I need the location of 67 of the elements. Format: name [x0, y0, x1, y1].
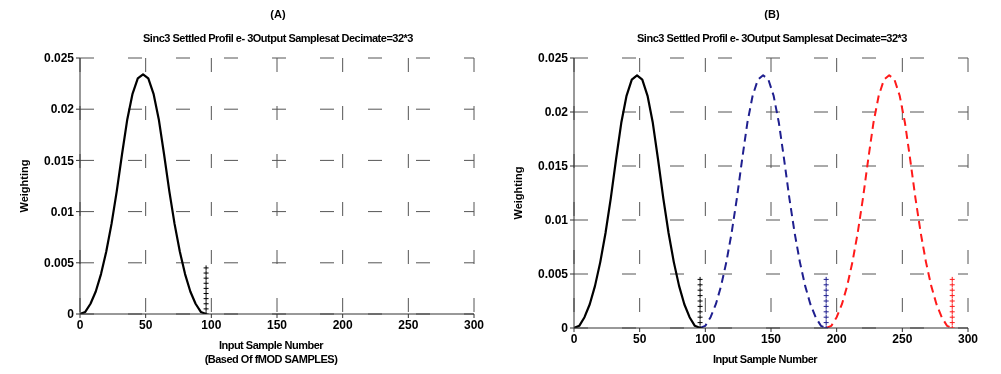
- x-tick-label: 250: [892, 331, 913, 346]
- y-axis-title: Weighting: [511, 166, 524, 220]
- point: [203, 295, 210, 302]
- x-tick-label: 100: [695, 331, 716, 346]
- x-tick-label: 300: [463, 317, 485, 332]
- point: [203, 285, 210, 292]
- point: [823, 308, 830, 315]
- y-tick-label: 0.01: [544, 213, 569, 228]
- point: [949, 303, 956, 310]
- point: [697, 308, 704, 315]
- point: [823, 281, 830, 288]
- y-tick-label: 0.02: [544, 105, 569, 120]
- point: [949, 281, 956, 288]
- point: [203, 305, 210, 312]
- point: [823, 319, 830, 326]
- point: [203, 275, 210, 282]
- point: [203, 300, 210, 307]
- y-tick-label: 0.005: [537, 267, 569, 282]
- point: [697, 287, 704, 294]
- chart-subtitle: Sinc3 Settled Profil e- 3Output Samplesat Decimate=32*3: [142, 32, 414, 44]
- point: [203, 264, 210, 271]
- point: [697, 281, 704, 288]
- y-tick-label: 0.025: [537, 51, 569, 66]
- point: [823, 292, 830, 299]
- point: [823, 287, 830, 294]
- point: [823, 298, 830, 304]
- point: [949, 287, 956, 294]
- point: [697, 276, 704, 283]
- chart-subtitle: Sinc3 Settled Profil e- 3Output Samplesat Decimate=32*3: [636, 32, 908, 44]
- point: [949, 276, 956, 283]
- x-tick-label: 50: [138, 317, 153, 332]
- point: [697, 303, 704, 310]
- y-tick-label: 0.015: [537, 159, 569, 174]
- point: [697, 314, 704, 321]
- x-axis-title: Input Sample Number: [711, 352, 819, 366]
- x-tick-label: 150: [760, 331, 782, 346]
- point: [823, 276, 830, 283]
- point: [949, 298, 956, 304]
- point: [697, 292, 704, 299]
- x-tick-label: 200: [826, 331, 847, 346]
- y-tick-label: 0.005: [43, 256, 75, 271]
- x-axis-title: Input Sample Number (Based Of fMOD SAMPLES): [203, 338, 339, 366]
- point: [949, 319, 956, 326]
- x-tick-label: 50: [632, 331, 647, 346]
- chart-title: (A): [269, 8, 287, 20]
- y-axis-title: Weighting: [17, 159, 30, 213]
- point: [823, 303, 830, 310]
- point: [203, 280, 210, 287]
- x-tick-label: 150: [266, 317, 288, 332]
- x-tick-label: 250: [398, 317, 419, 332]
- x-tick-label: 100: [201, 317, 222, 332]
- y-tick-label: 0.015: [43, 153, 75, 168]
- point: [697, 319, 704, 326]
- point: [203, 270, 210, 277]
- point: [697, 298, 704, 304]
- point: [823, 314, 830, 321]
- x-tick-label: 200: [332, 317, 353, 332]
- point: [949, 292, 956, 299]
- point: [949, 314, 956, 321]
- point: [203, 290, 210, 297]
- y-tick-label: 0.01: [50, 204, 75, 219]
- point: [949, 308, 956, 315]
- y-tick-label: 0: [67, 307, 75, 322]
- chart-title: (B): [763, 8, 781, 20]
- y-tick-label: 0.025: [43, 51, 75, 66]
- x-tick-label: 300: [957, 331, 979, 346]
- y-tick-label: 0.02: [50, 102, 75, 117]
